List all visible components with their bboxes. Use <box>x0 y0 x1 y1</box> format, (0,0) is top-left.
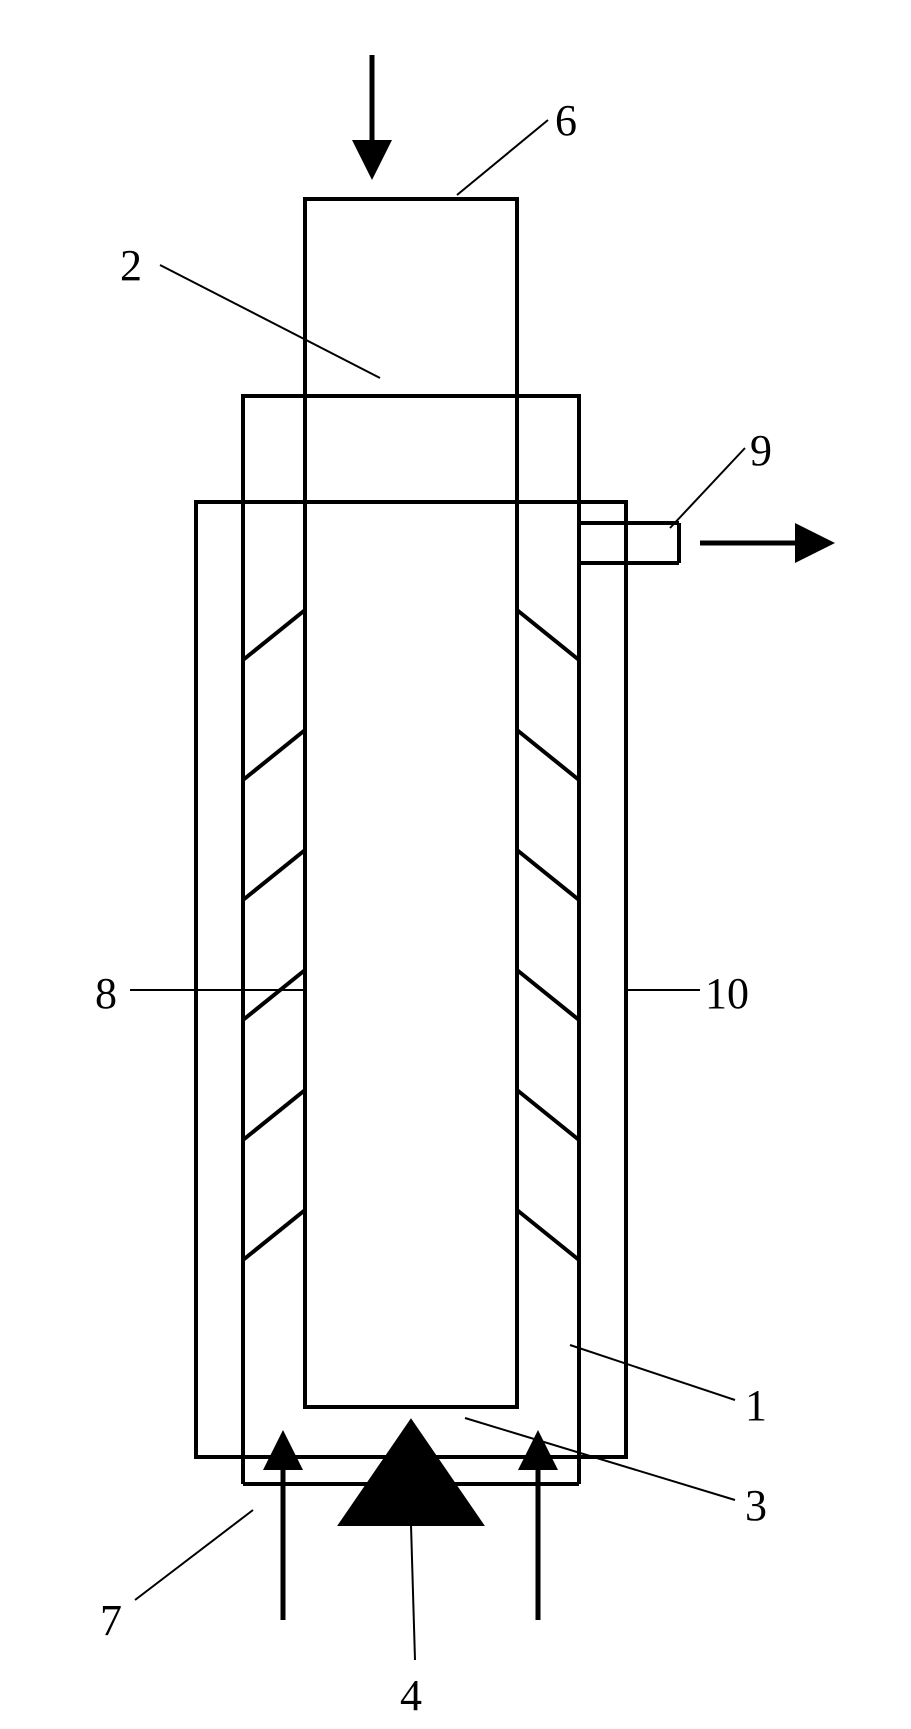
label-9: 9 <box>750 425 772 476</box>
label-4: 4 <box>400 1670 422 1721</box>
label-6: 6 <box>555 95 577 146</box>
label-1: 1 <box>745 1380 767 1431</box>
label-8: 8 <box>95 968 117 1019</box>
label-3: 3 <box>745 1480 767 1531</box>
label-2: 2 <box>120 240 142 291</box>
label-7: 7 <box>100 1595 122 1646</box>
label-10: 10 <box>705 968 749 1019</box>
